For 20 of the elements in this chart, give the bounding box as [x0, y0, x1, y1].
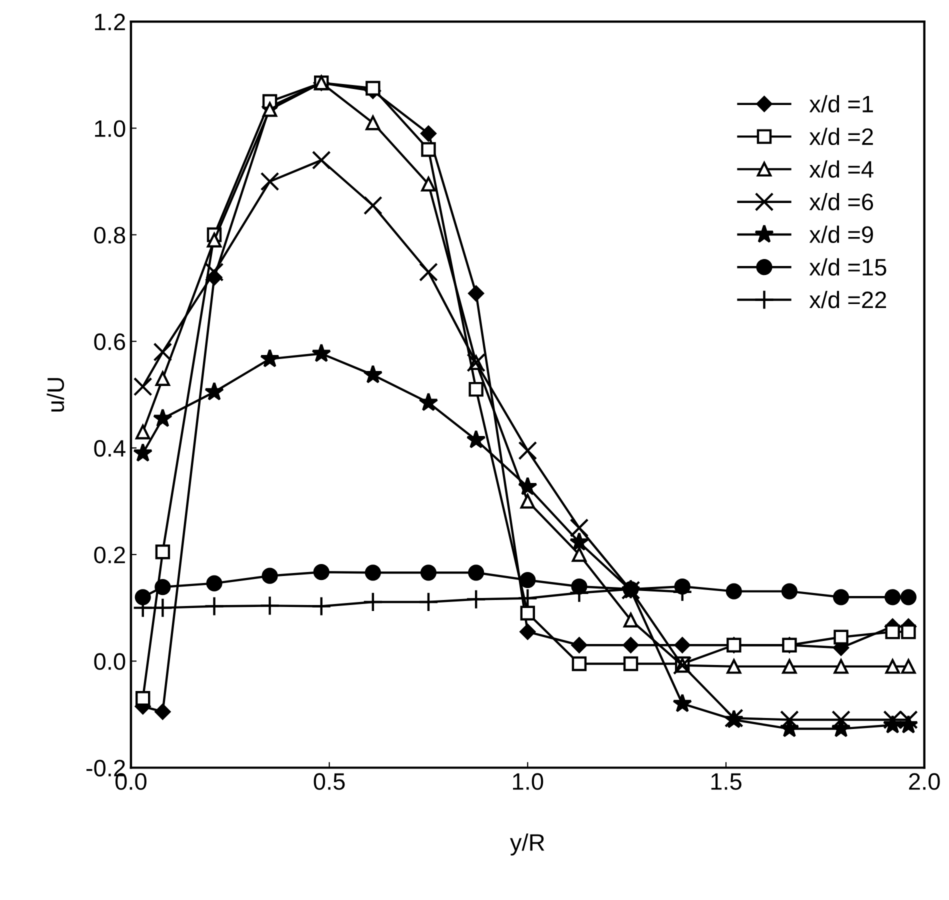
y-tick-label: 0.8 [94, 226, 126, 244]
y-axis-title: u/U [46, 378, 64, 412]
y-tick-label: 0.6 [94, 333, 126, 350]
legend-label: x/d =4 [809, 160, 874, 178]
legend-label: x/d =22 [809, 290, 886, 308]
legend-label: x/d =9 [809, 226, 873, 243]
y-tick-label: 0.4 [94, 440, 126, 457]
y-tick-label: 0.2 [94, 546, 125, 564]
legend-label: x/d =1 [809, 95, 873, 112]
x-tick-label: 0.5 [314, 773, 345, 790]
x-tick-label: 1.0 [513, 773, 544, 790]
legend-label: x/d =2 [809, 128, 873, 146]
y-tick-label: 1.0 [95, 120, 126, 137]
x-axis-title: y/R [510, 833, 544, 856]
y-tick-label: 1.2 [95, 14, 125, 30]
y-tick-label: 0.0 [94, 653, 126, 670]
x-tick-label: 2.0 [909, 773, 940, 790]
legend-label: x/d =6 [809, 192, 874, 210]
legend-label: x/d =15 [809, 258, 886, 276]
x-tick-label: 1.5 [711, 773, 742, 790]
